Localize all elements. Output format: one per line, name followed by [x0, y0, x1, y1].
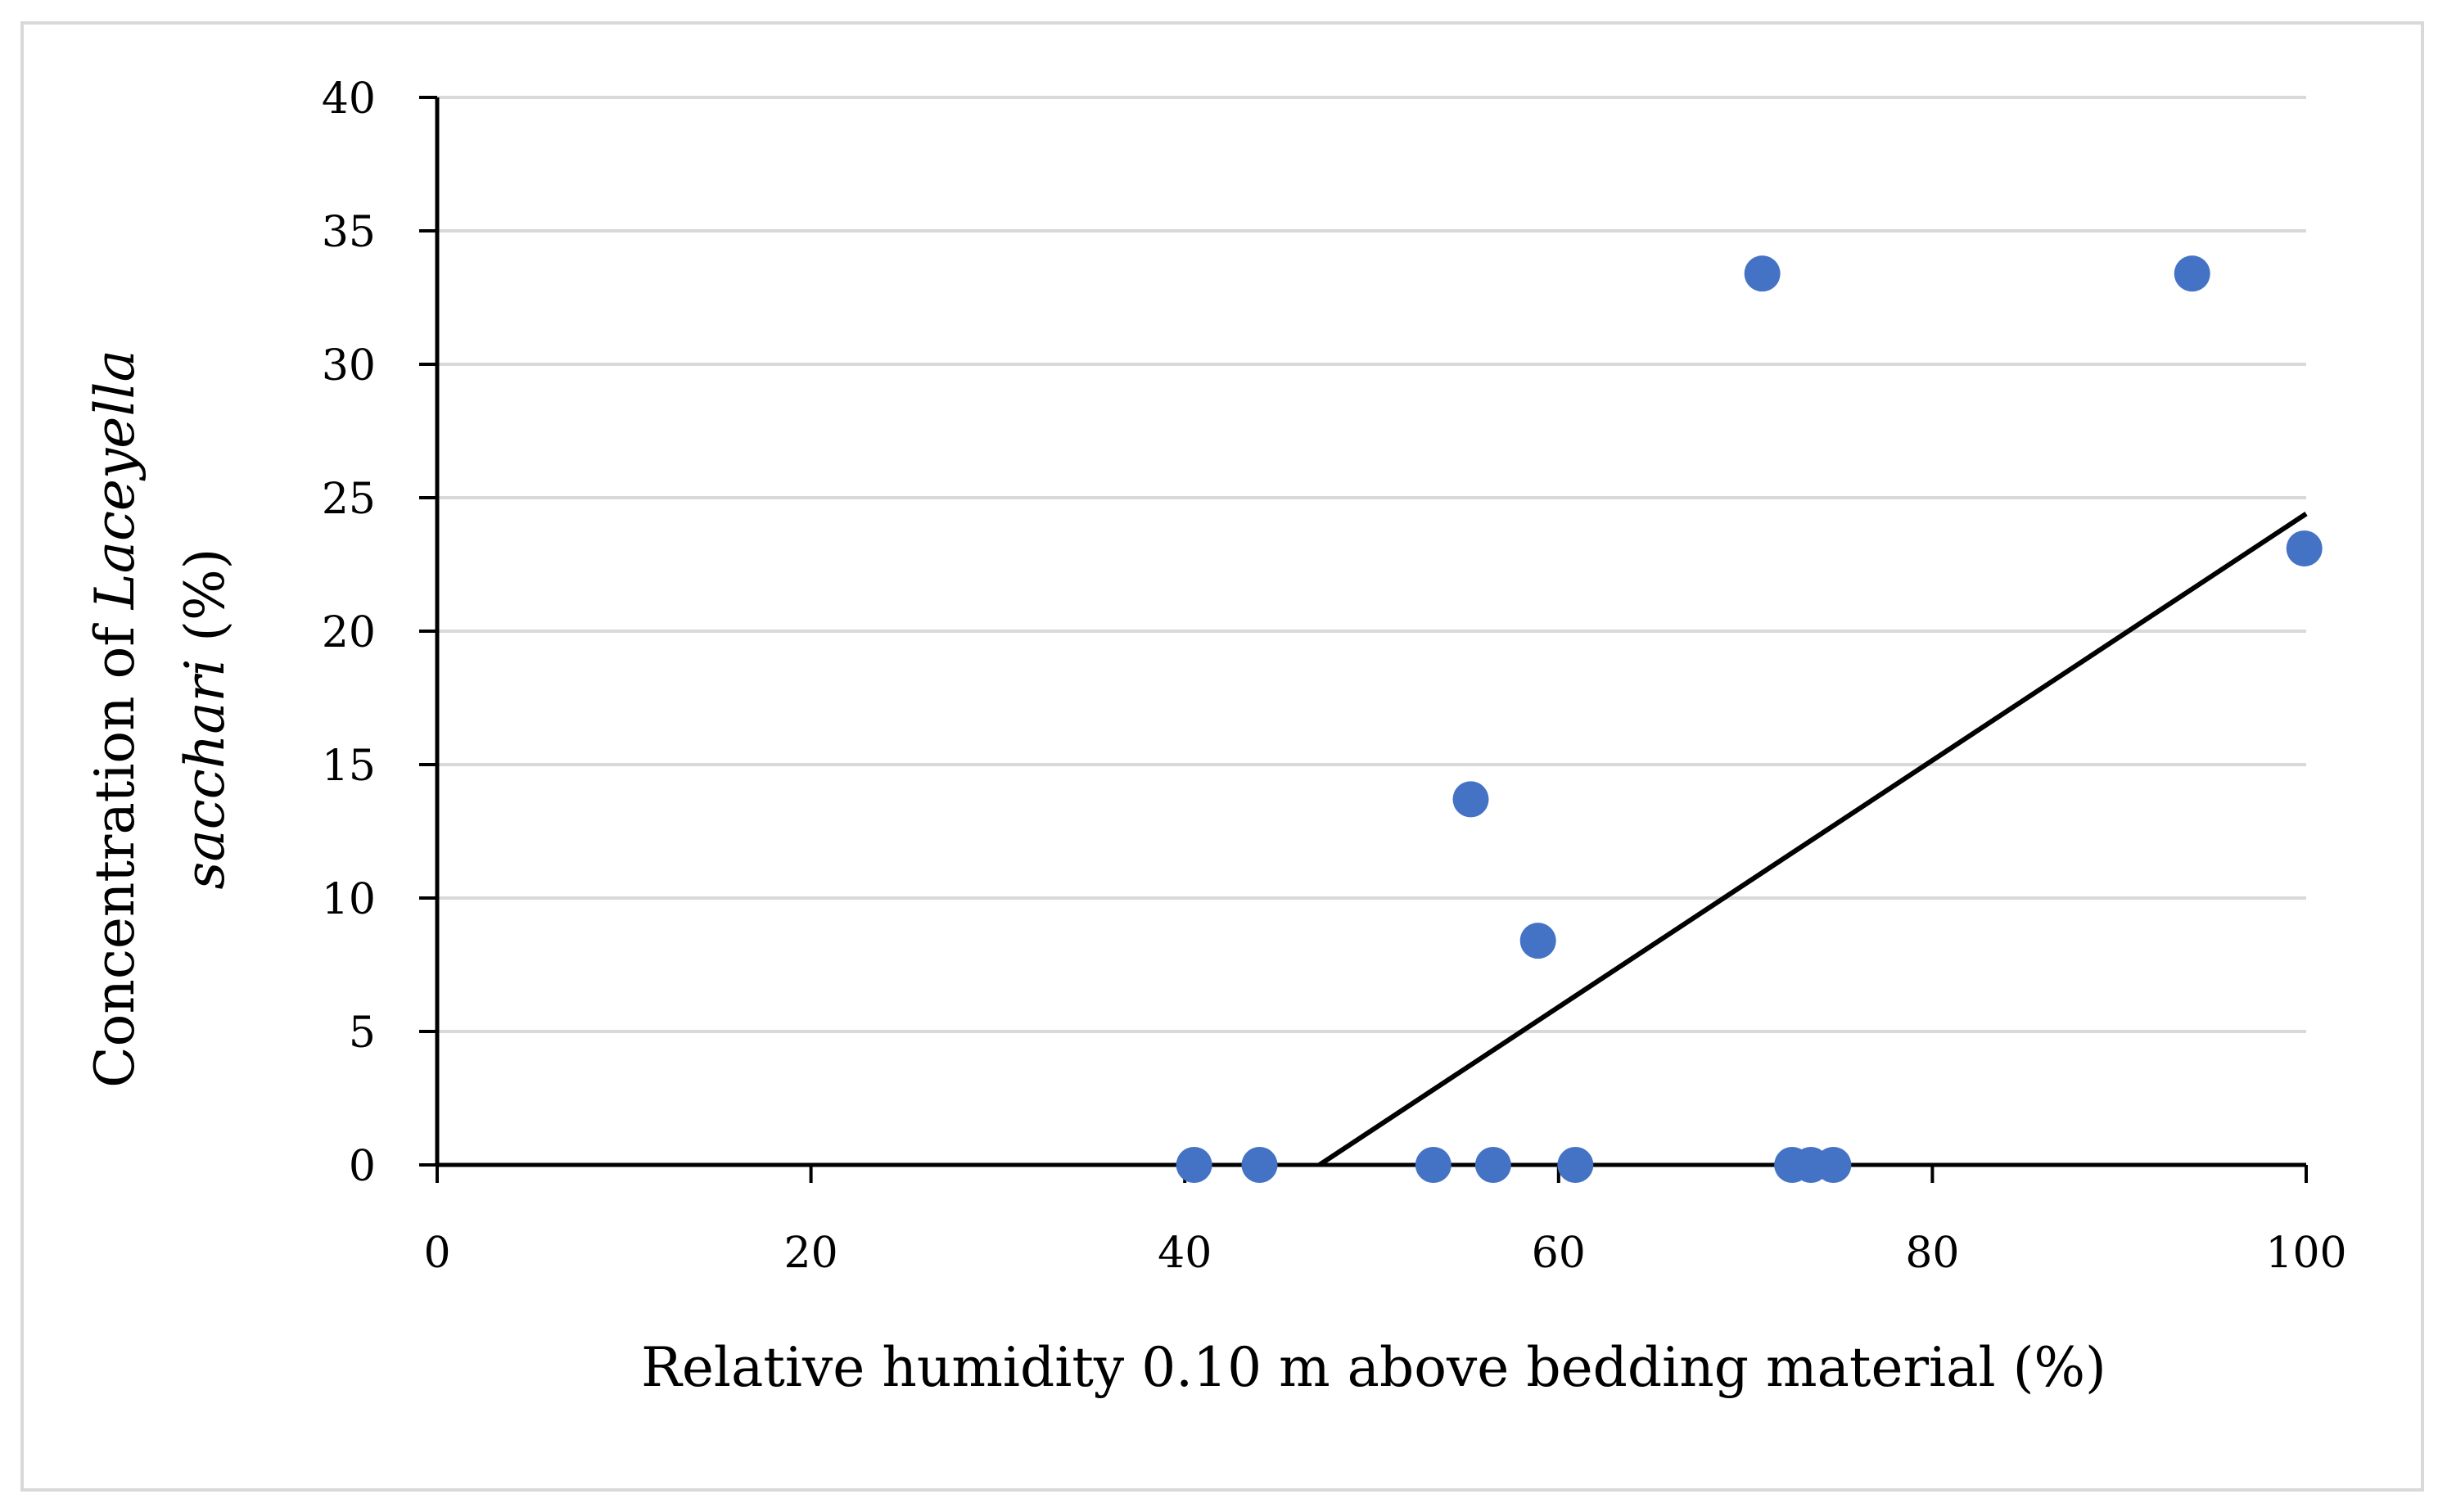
- y-tick-label-5: 5: [349, 1009, 376, 1058]
- y-tick-label-0: 0: [349, 1142, 376, 1191]
- x-axis-title: Relative humidity 0.10 m above bedding m…: [641, 1336, 2106, 1399]
- trendline: [1317, 512, 2308, 1167]
- x-tick-label-80: 80: [1905, 1229, 1959, 1278]
- data-point: [1415, 1147, 1451, 1183]
- data-point: [1176, 1147, 1212, 1183]
- y-axis-title: Concentration of Laceyella sacchari (%): [84, 350, 237, 1088]
- y-tick-label-25: 25: [322, 475, 376, 524]
- y-axis-title-species-epithet: sacchari: [174, 659, 237, 890]
- data-point: [2174, 255, 2210, 292]
- data-point: [1744, 255, 1781, 292]
- y-axis-title-line2: sacchari (%): [174, 548, 237, 890]
- x-tick-label-20: 20: [784, 1229, 838, 1278]
- x-tick-label-60: 60: [1532, 1229, 1586, 1278]
- axes: [419, 96, 2308, 1183]
- data-point: [1557, 1147, 1594, 1183]
- x-tick-label-100: 100: [2265, 1229, 2346, 1278]
- y-axis-title-prefix: Concentration of: [84, 609, 147, 1088]
- y-tick-label-15: 15: [322, 742, 376, 791]
- y-axis-title-line1: Concentration of Laceyella: [84, 350, 147, 1088]
- x-tick-label-0: 0: [423, 1229, 450, 1278]
- data-point: [2286, 530, 2323, 566]
- y-tick-label-10: 10: [322, 875, 376, 924]
- data-points: [1176, 255, 2323, 1183]
- y-axis-title-unit: (%): [174, 548, 237, 659]
- data-point: [1474, 1147, 1511, 1183]
- y-tick-label-30: 30: [322, 341, 376, 390]
- trendline-layer: [1317, 512, 2308, 1167]
- data-point: [1452, 781, 1489, 818]
- y-tick-label-20: 20: [322, 608, 376, 657]
- y-tick-label-40: 40: [322, 74, 376, 124]
- tick-labels: 0 5 10 15 20 25 30 35 40 0 20 40 60 80 100: [322, 74, 2347, 1278]
- x-tick-label-40: 40: [1158, 1229, 1212, 1278]
- data-point: [1815, 1147, 1852, 1183]
- y-axis-title-species-genus: Laceyella: [84, 350, 147, 610]
- gridlines: [437, 96, 2306, 1033]
- chart-frame: [20, 21, 2424, 1492]
- data-point: [1241, 1147, 1278, 1183]
- y-tick-label-35: 35: [322, 208, 376, 257]
- data-point: [1519, 923, 1556, 959]
